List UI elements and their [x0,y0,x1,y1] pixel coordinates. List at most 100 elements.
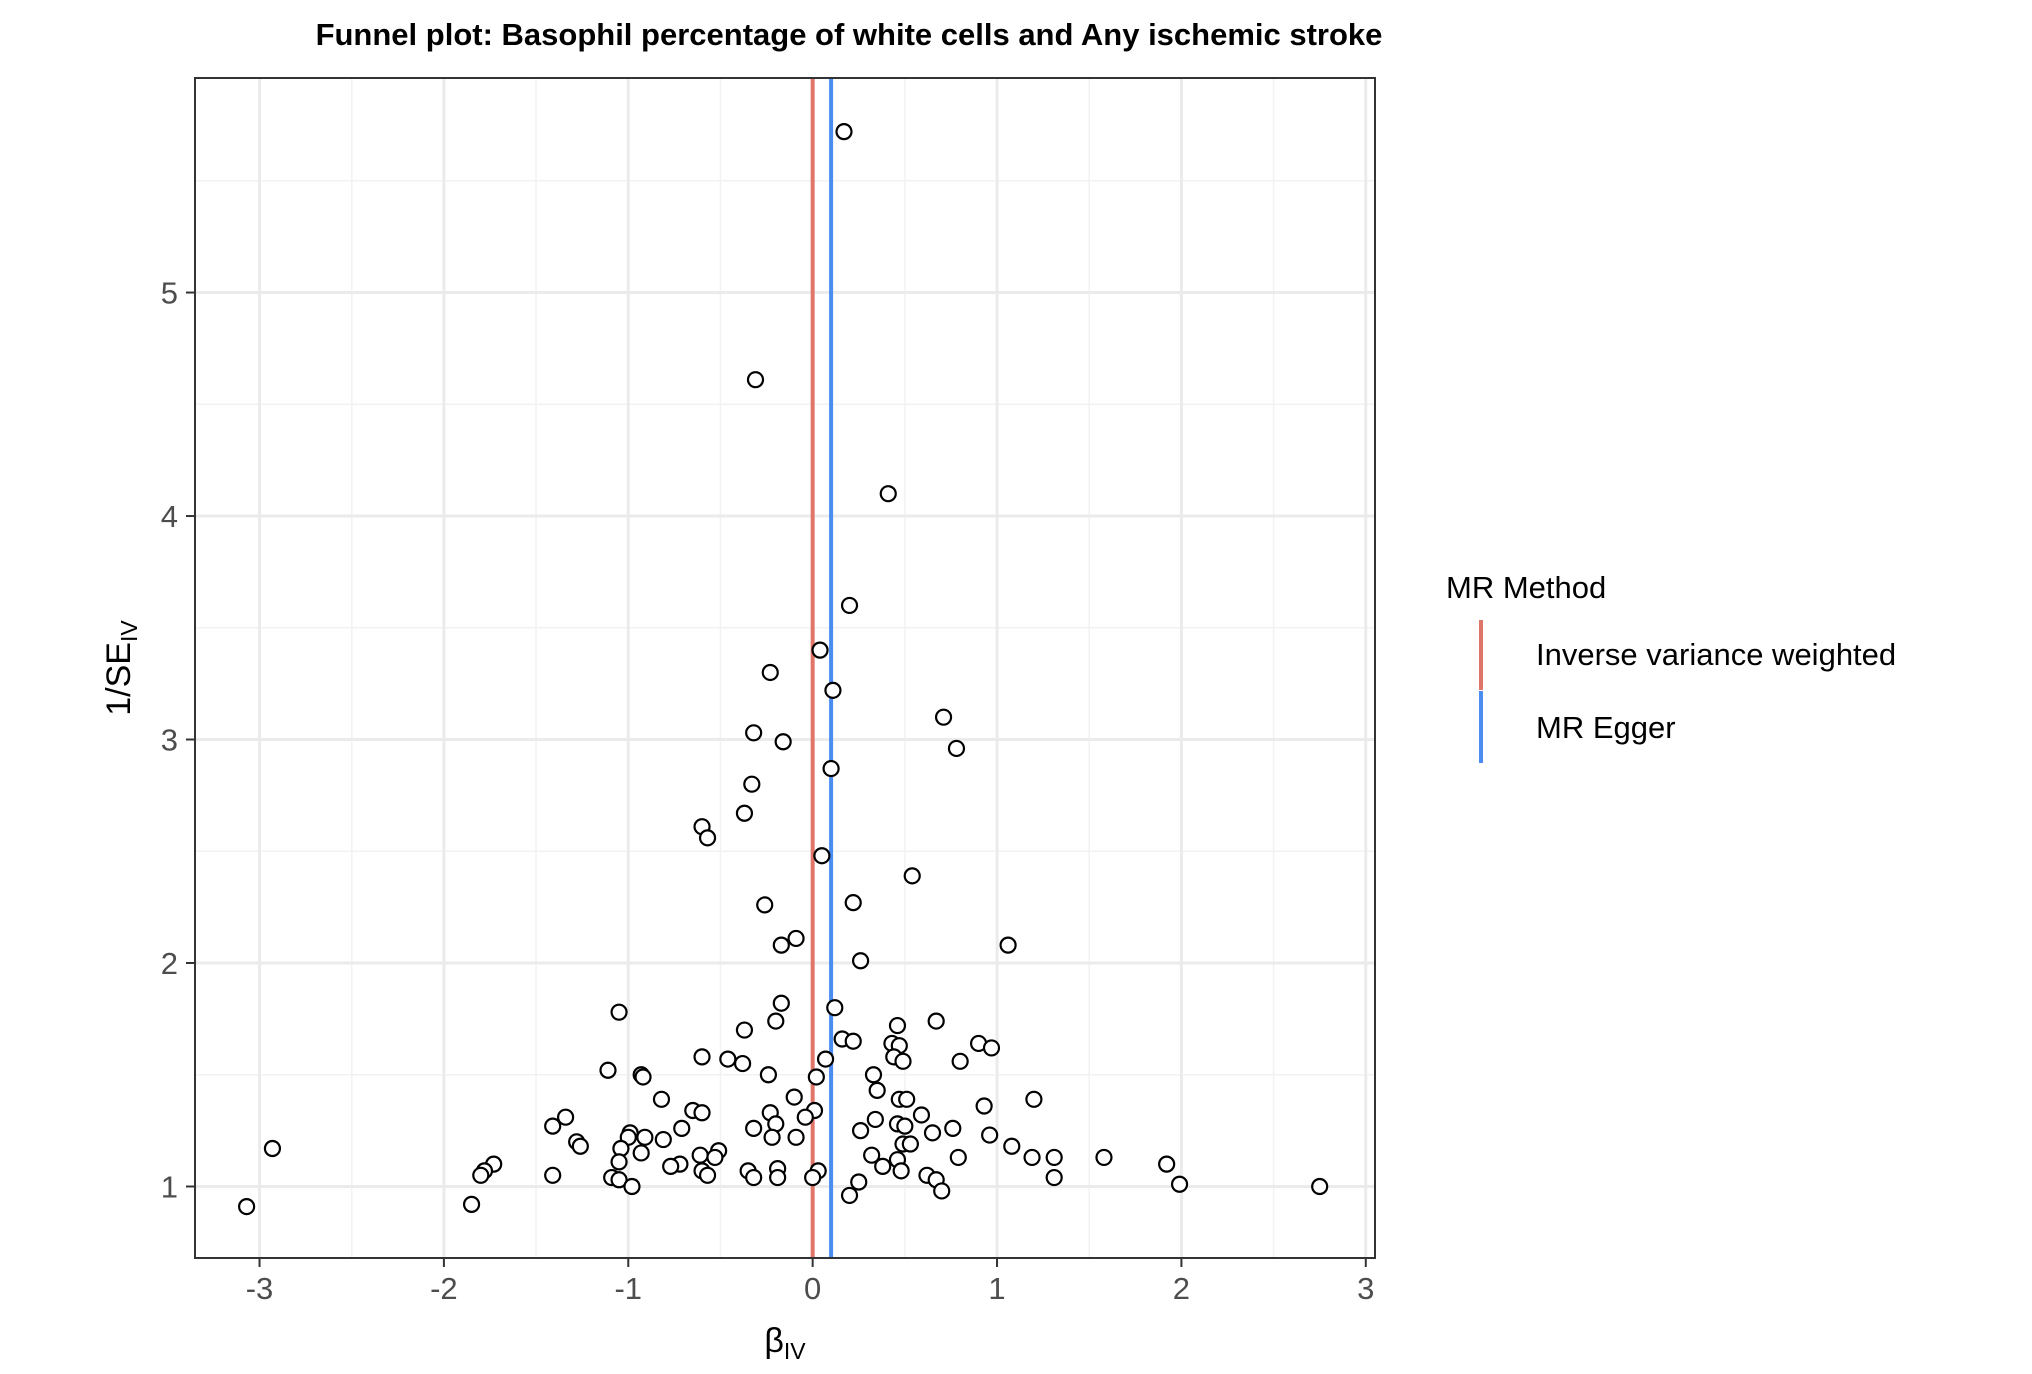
data-point [999,936,1017,954]
data-point [896,1117,914,1135]
data-point [879,485,897,503]
data-point [735,1021,754,1039]
data-point [763,1128,781,1146]
data-point [949,1148,967,1167]
x-tick-label: 0 [804,1271,821,1306]
data-point [898,1090,916,1108]
legend-key-ivw [1479,620,1483,690]
plot-panel [195,78,1375,1258]
data-point [652,1090,671,1108]
data-point [693,1048,711,1066]
data-point [851,1122,870,1140]
y-tick-label: 3 [161,723,178,758]
x-tick-label: -1 [614,1271,642,1306]
data-point [772,936,790,954]
legend-label-ivw: Inverse variance weighted [1536,637,1896,672]
data-point [745,724,763,742]
y-tick-label: 5 [161,276,178,311]
data-points [238,123,1329,1216]
data-point [874,1157,892,1175]
data-point [981,1126,999,1144]
data-point [662,1157,680,1175]
data-point [693,1104,711,1122]
plot-border [194,77,1376,1259]
data-point [735,804,754,822]
data-point [892,1162,910,1180]
data-point [745,1119,763,1137]
data-point [691,1146,709,1164]
y-tick-label: 1 [161,1169,178,1204]
data-point [1311,1177,1329,1196]
data-point [1158,1155,1176,1173]
data-point [807,1068,825,1086]
data-point [912,1106,931,1124]
data-point [785,1088,803,1106]
x-tick-label: 3 [1357,1271,1374,1306]
data-point [746,371,765,389]
data-point [1045,1168,1063,1187]
data-point [571,1137,589,1155]
data-point [844,1032,862,1050]
data-point [850,1173,868,1191]
data-point [813,847,831,865]
data-point [462,1195,481,1213]
data-point [698,1166,717,1184]
y-tick-label: 2 [161,946,178,981]
data-point [901,1135,919,1153]
minor-gridlines [195,78,1375,1258]
data-point [632,1144,650,1162]
data-point [610,1153,628,1171]
data-point [822,759,840,778]
data-point [743,775,761,793]
data-point [745,1168,763,1187]
x-axis-title: βIV [764,1322,806,1364]
data-point [544,1117,562,1135]
data-point [673,1119,691,1137]
data-point [868,1081,886,1099]
y-axis-title-main: 1/SE [100,642,138,716]
data-point [1025,1090,1043,1108]
data-point [824,681,842,699]
data-point [866,1110,884,1129]
data-point [787,929,805,948]
data-point [610,1003,628,1021]
data-point [863,1146,881,1164]
data-point [844,894,862,912]
data-point [826,999,844,1017]
data-point [947,739,966,758]
data-point [238,1197,256,1216]
legend: MR Method Inverse variance weighted MR E… [1446,570,1896,763]
x-axis-title-sub: IV [784,1338,806,1364]
data-point [923,1124,942,1142]
data-point [1095,1148,1113,1167]
data-point [816,1050,835,1068]
data-point [634,1068,652,1086]
data-point [903,867,921,885]
data-point [840,1186,859,1205]
x-tick-label: -3 [246,1271,274,1306]
data-point [610,1171,628,1189]
data-point [772,994,790,1012]
data-point [840,596,859,615]
x-axis-ticks: -3 -2 -1 0 1 2 3 [246,1258,1374,1306]
y-axis-title: 1/SEIV [100,620,142,716]
legend-label-egger: MR Egger [1536,710,1676,745]
data-point [767,1012,785,1030]
data-point [544,1166,562,1184]
y-axis-ticks: 1 2 3 4 5 [161,276,195,1204]
y-axis-title-sub: IV [116,620,142,642]
data-point [599,1061,617,1079]
data-point [1023,1148,1041,1167]
data-point [756,896,774,914]
data-point [975,1097,993,1115]
data-point [1045,1148,1063,1167]
data-point [623,1177,641,1196]
legend-key-egger [1479,691,1483,763]
data-point [263,1139,282,1158]
data-point [851,952,870,970]
data-point [804,1168,822,1187]
data-point [636,1128,654,1146]
y-tick-label: 4 [161,499,178,534]
data-point [982,1039,1001,1057]
